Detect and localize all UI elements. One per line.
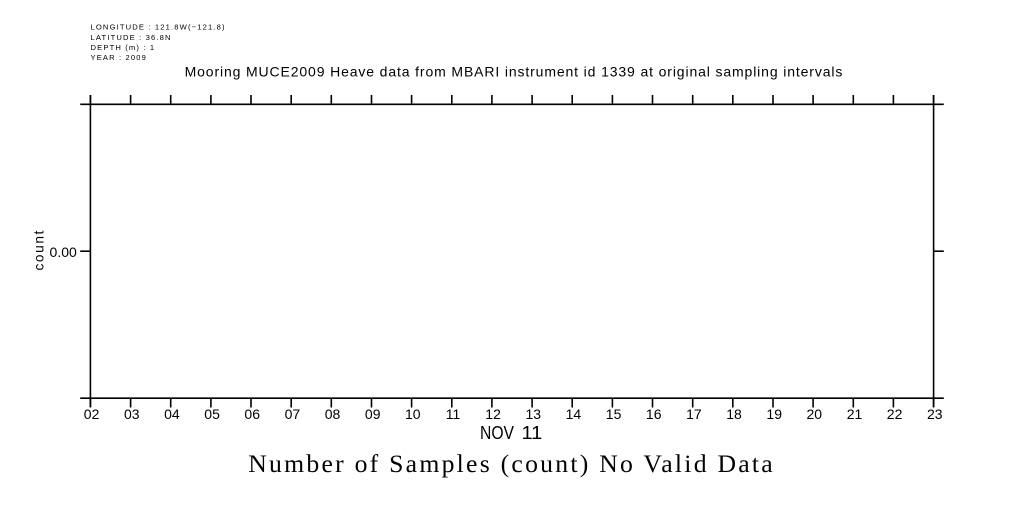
svg-text:LATITUDE : 36.8N: LATITUDE : 36.8N	[91, 33, 172, 42]
svg-text:15: 15	[606, 406, 622, 422]
svg-text:03: 03	[124, 406, 140, 422]
svg-text:04: 04	[164, 406, 180, 422]
svg-text:09: 09	[365, 406, 381, 422]
svg-text:LONGITUDE : 121.8W(−121.8): LONGITUDE : 121.8W(−121.8)	[91, 23, 226, 32]
svg-text:11: 11	[522, 422, 543, 443]
svg-text:07: 07	[285, 406, 301, 422]
svg-text:18: 18	[726, 406, 742, 422]
svg-text:21: 21	[847, 406, 863, 422]
svg-text:17: 17	[686, 406, 702, 422]
svg-text:Mooring MUCE2009 Heave data fr: Mooring MUCE2009 Heave data from MBARI i…	[185, 64, 844, 80]
svg-text:YEAR : 2009: YEAR : 2009	[91, 53, 148, 62]
svg-text:13: 13	[526, 406, 542, 422]
svg-text:16: 16	[646, 406, 662, 422]
svg-text:12: 12	[485, 406, 501, 422]
svg-text:NOV: NOV	[480, 422, 515, 443]
svg-text:14: 14	[566, 406, 582, 422]
svg-text:05: 05	[204, 406, 220, 422]
svg-text:10: 10	[405, 406, 421, 422]
svg-text:22: 22	[887, 406, 903, 422]
svg-text:Number of Samples (count) No V: Number of Samples (count) No Valid Data	[248, 449, 775, 478]
svg-text:06: 06	[244, 406, 260, 422]
svg-text:19: 19	[766, 406, 782, 422]
svg-text:23: 23	[927, 406, 943, 422]
svg-text:DEPTH (m) : 1: DEPTH (m) : 1	[91, 43, 156, 52]
svg-text:02: 02	[84, 406, 100, 422]
svg-text:count: count	[32, 229, 47, 270]
svg-text:0.00: 0.00	[50, 244, 77, 260]
svg-text:08: 08	[325, 406, 341, 422]
svg-text:20: 20	[807, 406, 823, 422]
svg-text:11: 11	[446, 406, 461, 422]
